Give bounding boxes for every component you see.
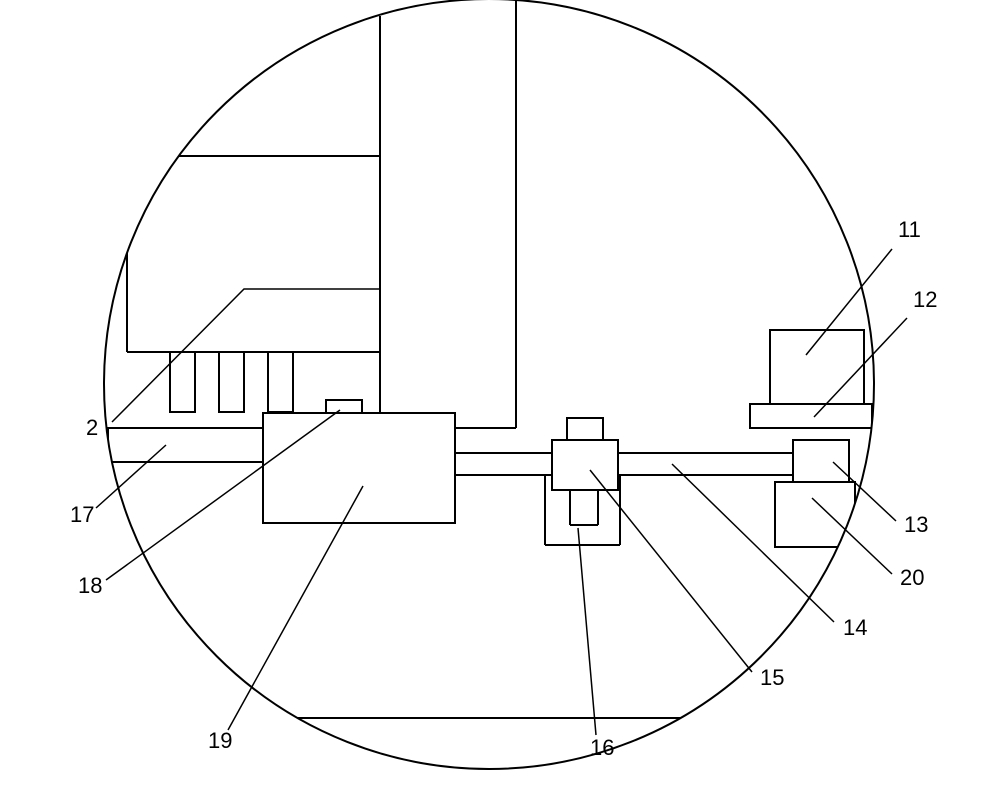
big-box-19 bbox=[263, 413, 455, 523]
leader-17 bbox=[96, 445, 166, 508]
label-18: 18 bbox=[78, 573, 102, 598]
small-rect-1 bbox=[170, 352, 195, 412]
label-19: 19 bbox=[208, 728, 232, 753]
label-15: 15 bbox=[760, 665, 784, 690]
label-11: 11 bbox=[898, 217, 921, 242]
connector-h1 bbox=[455, 453, 552, 475]
small-rect-2 bbox=[219, 352, 244, 412]
diagram-canvas: 2 11 12 13 14 15 16 17 18 19 20 bbox=[0, 0, 1000, 810]
leader-16 bbox=[578, 528, 596, 735]
label-16: 16 bbox=[590, 735, 614, 760]
leader-15 bbox=[590, 470, 752, 672]
small-rect-3 bbox=[268, 352, 293, 412]
label-20: 20 bbox=[900, 565, 924, 590]
label-13: 13 bbox=[904, 512, 928, 537]
box-15 bbox=[552, 440, 618, 490]
label-17: 17 bbox=[70, 502, 94, 527]
label-14: 14 bbox=[843, 615, 867, 640]
bar-12 bbox=[750, 404, 872, 428]
label-12: 12 bbox=[913, 287, 937, 312]
label-2: 2 bbox=[86, 415, 98, 440]
connector-h2 bbox=[618, 453, 793, 475]
narrow-bar bbox=[108, 428, 263, 462]
small-top-tab-right bbox=[567, 418, 603, 440]
box-13 bbox=[793, 440, 849, 482]
small-top-tab-18 bbox=[326, 400, 362, 413]
